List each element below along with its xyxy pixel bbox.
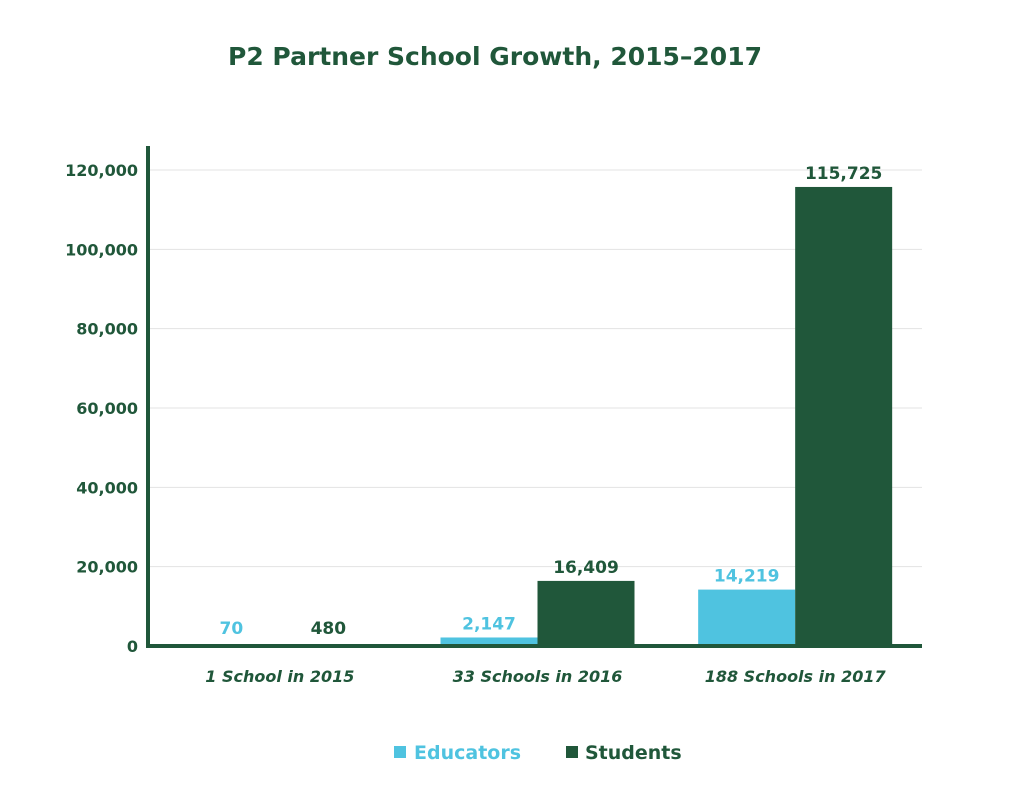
y-axis-ticks: 0 20,000 40,000 60,000 80,000 100,000 120,000	[65, 161, 138, 656]
legend: Educators Students	[394, 742, 682, 764]
legend-swatch-educators	[394, 746, 406, 758]
y-tick-label: 0	[127, 637, 138, 656]
bar-students	[537, 580, 635, 646]
y-tick-label: 80,000	[76, 320, 138, 339]
y-tick-label: 60,000	[76, 399, 138, 418]
grid-lines	[149, 169, 922, 568]
x-tick-label: 188 Schools in 2017	[705, 667, 887, 686]
y-tick-label: 20,000	[76, 558, 138, 577]
value-label: 2,147	[462, 614, 516, 634]
chart-title: P2 Partner School Growth, 2015–2017	[228, 42, 762, 71]
legend-swatch-students	[566, 746, 578, 758]
value-labels: 70 480 2,147 16,409 14,219 115,725	[219, 164, 882, 639]
bar-educators	[440, 637, 538, 646]
value-label: 115,725	[805, 164, 882, 184]
axes	[146, 146, 922, 648]
x-axis-ticks: 1 School in 2015 33 Schools in 2016 188 Sc…	[205, 667, 886, 686]
x-tick-label: 33 Schools in 2016	[453, 667, 623, 686]
legend-label-students: Students	[585, 742, 682, 764]
y-tick-label: 40,000	[76, 478, 138, 497]
bar-educators	[698, 589, 796, 646]
value-label: 70	[219, 619, 243, 639]
value-label: 14,219	[714, 567, 780, 587]
value-label: 480	[311, 619, 347, 639]
legend-label-educators: Educators	[414, 742, 521, 764]
y-tick-label: 100,000	[65, 240, 138, 259]
bars	[182, 186, 893, 646]
bar-students	[795, 186, 893, 646]
value-label: 16,409	[553, 558, 619, 578]
y-tick-label: 120,000	[65, 161, 138, 180]
x-tick-label: 1 School in 2015	[205, 667, 354, 686]
